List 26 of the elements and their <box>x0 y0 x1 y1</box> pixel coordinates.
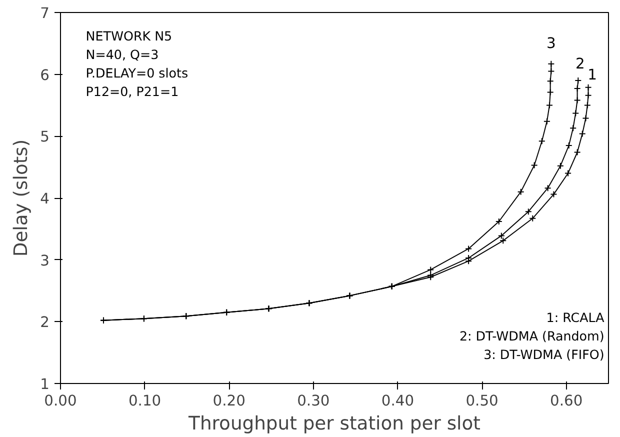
annotation: 3 <box>546 34 556 52</box>
annotation: 1: RCALA <box>546 310 605 325</box>
annotation: 3: DT-WDMA (FIFO) <box>484 346 604 362</box>
y-tick-label: 6 <box>40 66 50 84</box>
y-tick-label: 2 <box>40 314 50 332</box>
annotation: P12=0, P21=1 <box>86 84 179 100</box>
x-tick-label: 0.40 <box>381 392 414 410</box>
annotation: 2 <box>575 56 585 73</box>
y-tick-label: 7 <box>40 5 50 22</box>
y-axis-title: Delay (slots) <box>11 139 32 257</box>
annotation: 2: DT-WDMA (Random) <box>459 328 604 344</box>
annotation: P.DELAY=0 slots <box>86 66 188 81</box>
annotation: 1 <box>588 66 597 84</box>
y-tick-label: 1 <box>40 376 50 393</box>
x-tick-label: 0.00 <box>44 392 77 410</box>
y-tick-label: 5 <box>40 128 50 146</box>
x-tick-label: 0.50 <box>466 392 498 410</box>
x-tick-label: 0.60 <box>550 392 583 410</box>
y-tick-label: 3 <box>40 252 50 270</box>
x-tick-label: 0.10 <box>128 392 162 410</box>
x-tick-label: 0.30 <box>297 392 330 410</box>
x-tick-label: 0.20 <box>212 392 246 410</box>
annotation: N=40, Q=3 <box>86 46 159 62</box>
y-tick-label: 4 <box>40 190 50 208</box>
x-axis-title: Throughput per station per slot <box>188 414 480 434</box>
annotation: NETWORK N5 <box>86 28 172 44</box>
